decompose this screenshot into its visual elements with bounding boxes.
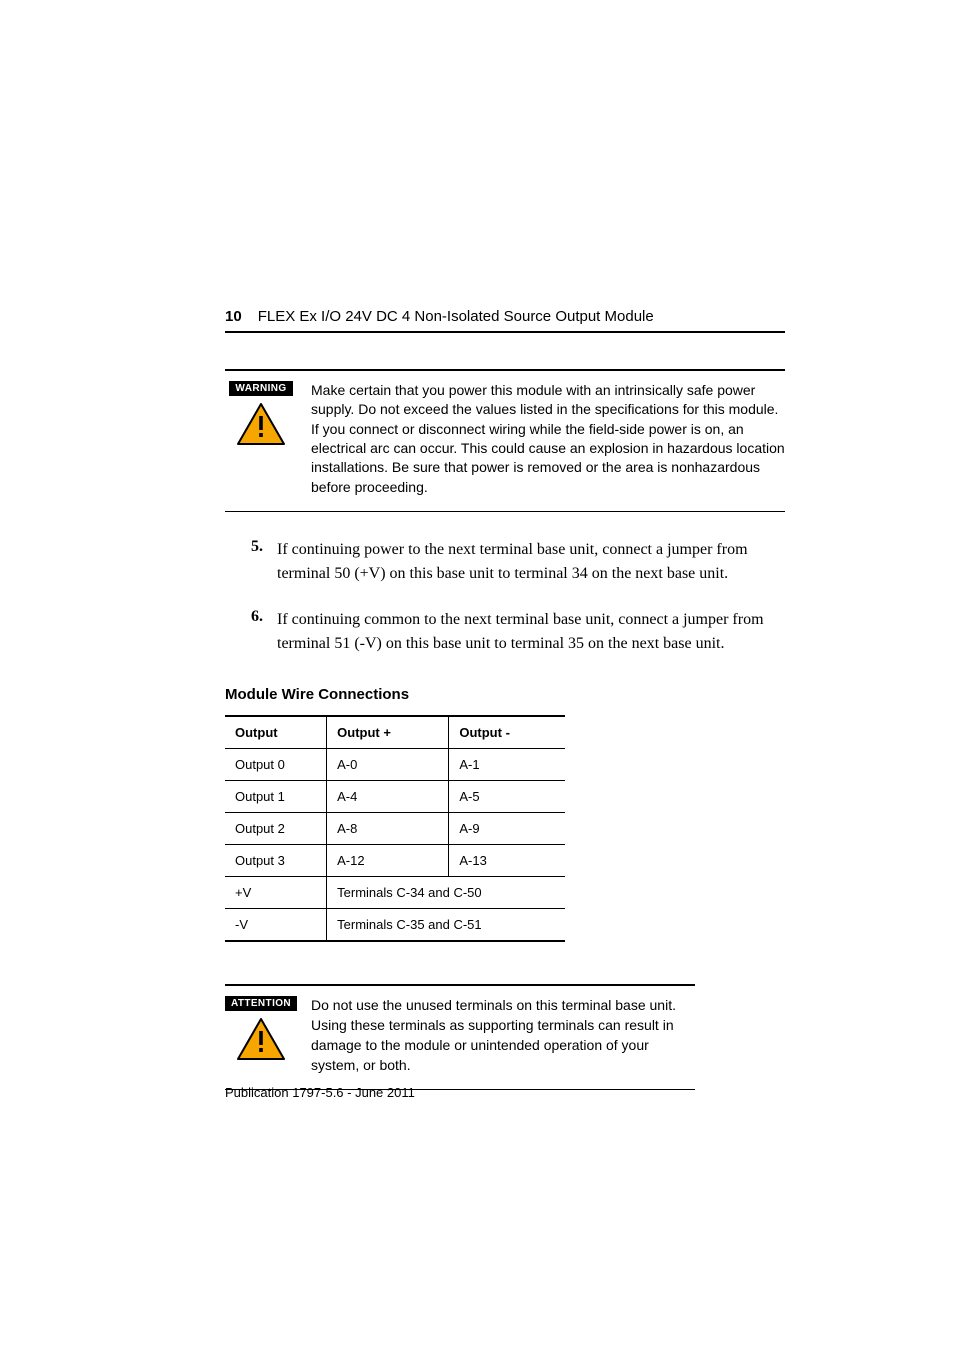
warning-label: WARNING: [229, 381, 292, 396]
step-text: If continuing common to the next termina…: [277, 608, 785, 656]
warning-label-wrap: WARNING: [225, 381, 297, 446]
footer-pub: 1797-5.6 - June 2011: [292, 1085, 415, 1100]
cell: A-8: [327, 812, 449, 844]
cell: A-1: [449, 748, 565, 780]
table-row: Output 0 A-0 A-1: [225, 748, 565, 780]
step-number: 5.: [243, 538, 263, 586]
wire-connections-table: Output Output + Output - Output 0 A-0 A-…: [225, 715, 565, 942]
cell: Terminals C-35 and C-51: [327, 908, 565, 941]
table-row: Output 3 A-12 A-13: [225, 844, 565, 876]
footer-prefix: Publication: [225, 1085, 292, 1100]
running-header: 10 FLEX Ex I/O 24V DC 4 Non-Isolated Sou…: [225, 308, 785, 333]
table-header-row: Output Output + Output -: [225, 716, 565, 749]
cell: A-13: [449, 844, 565, 876]
col-output: Output: [225, 716, 327, 749]
step-list: 5. If continuing power to the next termi…: [243, 538, 785, 656]
table-row: -V Terminals C-35 and C-51: [225, 908, 565, 941]
table-row: +V Terminals C-34 and C-50: [225, 876, 565, 908]
attention-triangle-icon: [236, 1017, 286, 1061]
warning-callout: WARNING Make certain that you power this…: [225, 369, 785, 512]
attention-label: ATTENTION: [225, 996, 297, 1011]
step-number: 6.: [243, 608, 263, 656]
table-row: Output 1 A-4 A-5: [225, 780, 565, 812]
cell: A-0: [327, 748, 449, 780]
cell: A-12: [327, 844, 449, 876]
step-item: 5. If continuing power to the next termi…: [243, 538, 785, 586]
page-number: 10: [225, 308, 242, 325]
cell: +V: [225, 876, 327, 908]
cell: -V: [225, 908, 327, 941]
page-content: 10 FLEX Ex I/O 24V DC 4 Non-Isolated Sou…: [225, 308, 785, 1116]
publication-footer: Publication 1797-5.6 - June 2011: [225, 1085, 415, 1100]
cell: A-5: [449, 780, 565, 812]
cell: Output 1: [225, 780, 327, 812]
col-output-plus: Output +: [327, 716, 449, 749]
cell: A-4: [327, 780, 449, 812]
table-title: Module Wire Connections: [225, 686, 785, 703]
cell: Output 2: [225, 812, 327, 844]
step-item: 6. If continuing common to the next term…: [243, 608, 785, 656]
step-text: If continuing power to the next terminal…: [277, 538, 785, 586]
document-title: FLEX Ex I/O 24V DC 4 Non-Isolated Source…: [258, 308, 654, 325]
attention-text: Do not use the unused terminals on this …: [311, 996, 695, 1076]
table-row: Output 2 A-8 A-9: [225, 812, 565, 844]
cell: Output 3: [225, 844, 327, 876]
attention-label-wrap: ATTENTION: [225, 996, 297, 1061]
cell: A-9: [449, 812, 565, 844]
cell: Terminals C-34 and C-50: [327, 876, 565, 908]
cell: Output 0: [225, 748, 327, 780]
attention-callout: ATTENTION Do not use the unused terminal…: [225, 984, 695, 1091]
col-output-minus: Output -: [449, 716, 565, 749]
warning-text: Make certain that you power this module …: [311, 381, 785, 497]
warning-triangle-icon: [236, 402, 286, 446]
